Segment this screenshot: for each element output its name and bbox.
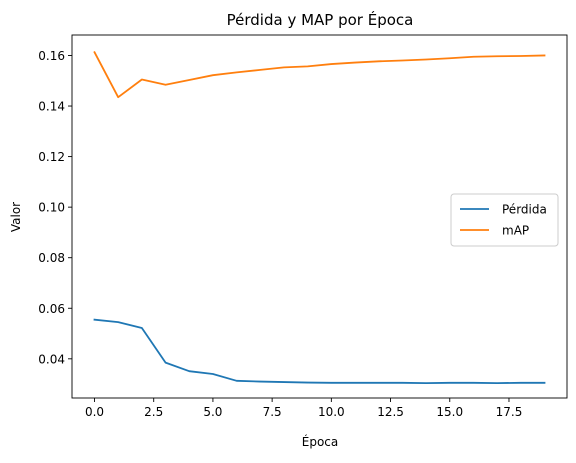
y-tick-label: 0.10 <box>38 201 65 215</box>
chart-title: Pérdida y MAP por Época <box>227 10 414 29</box>
plot-frame <box>71 34 568 399</box>
x-tick-label: 10.0 <box>318 405 345 419</box>
x-axis-label: Época <box>302 434 339 449</box>
y-tick-label: 0.14 <box>38 100 65 114</box>
x-tick-label: 17.5 <box>496 405 523 419</box>
x-tick-label: 2.5 <box>144 405 163 419</box>
x-tick-label: 7.5 <box>263 405 282 419</box>
x-tick-label: 0.0 <box>85 405 104 419</box>
y-tick-label: 0.06 <box>38 302 65 316</box>
x-tick-label: 15.0 <box>436 405 463 419</box>
series-line-perdida <box>93 318 546 384</box>
x-tick-label: 5.0 <box>203 405 222 419</box>
y-axis-label: Valor <box>9 202 23 232</box>
y-tick-label: 0.08 <box>38 251 65 265</box>
legend-label-map: mAP <box>502 224 529 238</box>
series-line-map <box>93 50 546 99</box>
legend-box <box>450 193 559 247</box>
legend: Pérdida mAP <box>450 193 559 247</box>
x-tick-label: 12.5 <box>377 405 404 419</box>
y-tick-label: 0.04 <box>38 352 65 366</box>
y-tick-label: 0.16 <box>38 49 65 63</box>
legend-label-perdida: Pérdida <box>502 203 547 217</box>
y-tick-label: 0.12 <box>38 150 65 164</box>
